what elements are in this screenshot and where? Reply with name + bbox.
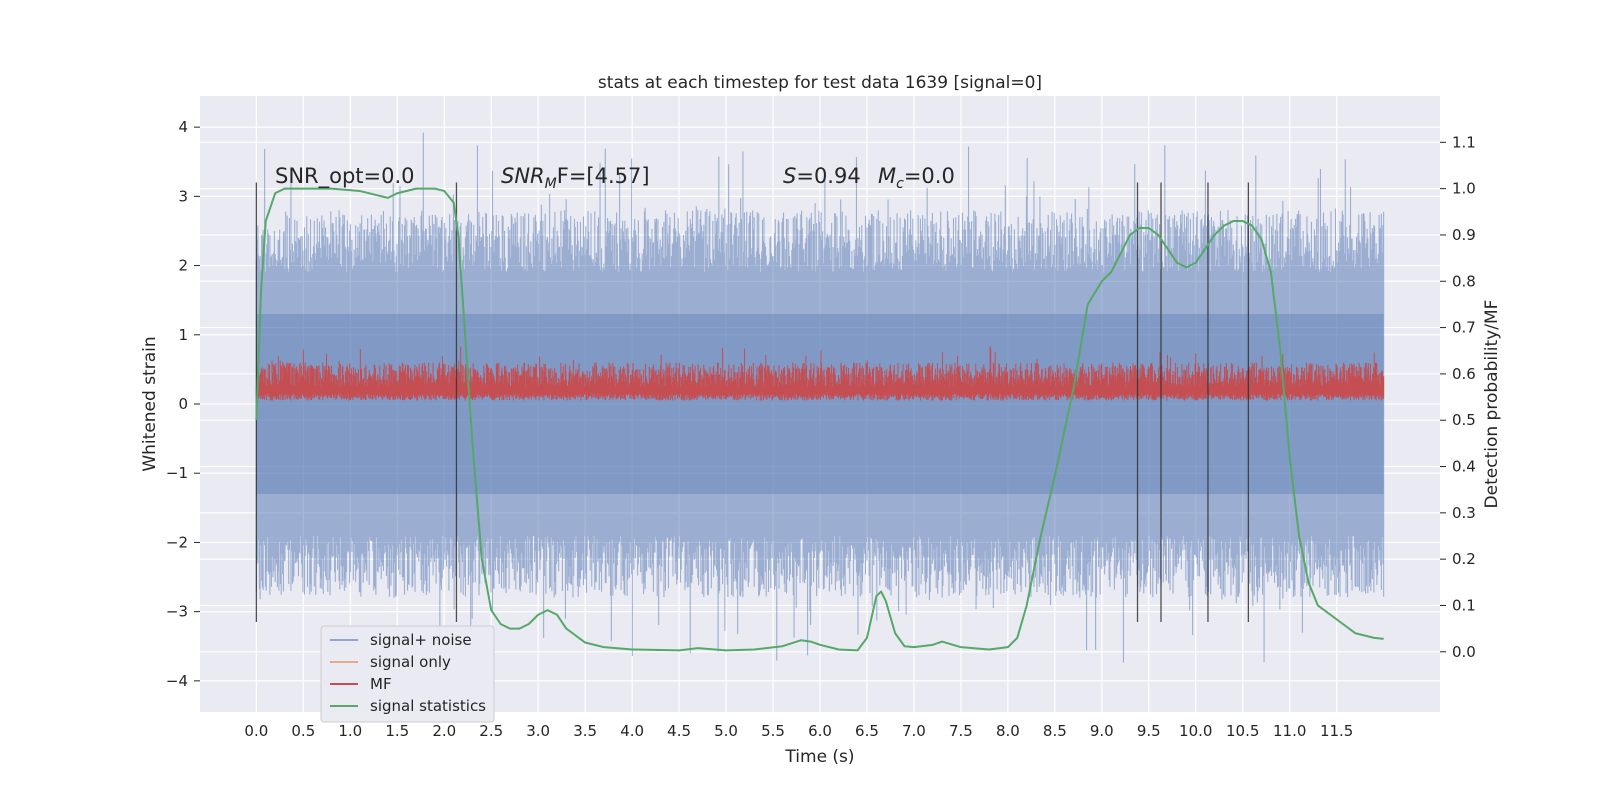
- y2-tick-label: 0.7: [1452, 319, 1476, 337]
- series-signal-statistics: [255, 187, 1384, 652]
- x-tick-label: 11.5: [1320, 722, 1353, 740]
- annotation-mc: Mc=0.0: [878, 164, 955, 192]
- annotation-snr-mf-rest: F=[4.57]: [557, 164, 650, 188]
- y2-tick-label: 0.9: [1452, 226, 1476, 244]
- y2-tick-label: 0.8: [1452, 272, 1476, 290]
- annotation-snr-opt: SNR_opt=0.0: [275, 164, 415, 189]
- y-tick-label: −4: [166, 672, 188, 690]
- y-tick-labels: −4 −3 −2 −1 0 1 2 3 4: [166, 118, 200, 690]
- signal-noise-core: [256, 314, 1384, 494]
- annotation-snr-mf: SNRMF=[4.57]: [501, 164, 650, 192]
- x-tick-labels: 0.0 0.5 1.0 1.5 2.0 2.5 3.0 3.5 4.0 4.5 5.0 5.5 6.0 6…: [244, 722, 1353, 740]
- y2-tick-label: 1.0: [1452, 180, 1476, 198]
- y2-tick-label: 0.4: [1452, 458, 1476, 476]
- x-tick-label: 4.0: [620, 722, 644, 740]
- y2-tick-label: 1.1: [1452, 133, 1476, 151]
- x-tick-label: 3.0: [526, 722, 550, 740]
- x-tick-label: 10.0: [1179, 722, 1212, 740]
- legend-label-signal-noise: signal+ noise: [370, 631, 472, 649]
- signal-statistics-line: [255, 187, 1384, 652]
- x-tick-label: 7.0: [902, 722, 926, 740]
- x-tick-label: 8.0: [996, 722, 1020, 740]
- x-tick-label: 9.5: [1137, 722, 1161, 740]
- y2-tick-label: 0.2: [1452, 550, 1476, 568]
- x-tick-label: 5.5: [761, 722, 785, 740]
- legend: signal+ noise signal only MF signal stat…: [320, 625, 495, 723]
- x-tick-label: 9.0: [1090, 722, 1114, 740]
- y2-tick-label: 0.6: [1452, 365, 1476, 383]
- x-tick-label: 2.0: [432, 722, 456, 740]
- series-signal-noise: [255, 132, 1385, 663]
- x-tick-label: 4.5: [667, 722, 691, 740]
- annotation-snr-mf-base: SNR: [501, 164, 545, 188]
- x-tick-label: 6.5: [855, 722, 879, 740]
- annotation-mc-sub: c: [896, 176, 904, 192]
- x-tick-label: 1.0: [338, 722, 362, 740]
- legend-label-mf: MF: [370, 675, 392, 693]
- legend-label-signal-only: signal only: [370, 653, 451, 671]
- chart-title: stats at each timestep for test data 163…: [598, 73, 1042, 93]
- x-tick-label: 0.5: [291, 722, 315, 740]
- x-tick-label: 5.0: [714, 722, 738, 740]
- y-tick-label: 2: [178, 257, 188, 275]
- x-tick-label: 6.0: [808, 722, 832, 740]
- annotation-snr-mf-sub: M: [545, 176, 557, 192]
- annotation-s: S=0.94: [783, 164, 861, 188]
- y-axis-label: Whitened strain: [140, 336, 160, 471]
- legend-box: [320, 625, 495, 723]
- annotation-s-rest: =0.94: [796, 164, 860, 188]
- y2-tick-label: 0.1: [1452, 596, 1476, 614]
- x-tick-label: 2.5: [479, 722, 503, 740]
- x-tick-label: 0.0: [244, 722, 268, 740]
- y2-tick-label: 0.3: [1452, 504, 1476, 522]
- y-tick-label: 1: [178, 326, 188, 344]
- annotation-mc-rest: =0.0: [904, 164, 955, 188]
- y-tick-label: 3: [178, 187, 188, 205]
- y-tick-label: −1: [166, 464, 188, 482]
- y2-tick-label: 0.5: [1452, 411, 1476, 429]
- x-axis-label: Time (s): [784, 747, 854, 767]
- x-tick-label: 3.5: [573, 722, 597, 740]
- y2-tick-labels: 0.0 0.1 0.2 0.3 0.4 0.5 0.6 0.7 0.8 0.9 1.0 1.1: [1440, 133, 1476, 661]
- x-tick-label: 1.5: [385, 722, 409, 740]
- y2-tick-label: 0.0: [1452, 643, 1476, 661]
- y2-axis-label: Detection probability/MF: [1482, 300, 1502, 509]
- y-tick-label: 4: [178, 118, 188, 136]
- y-tick-label: −3: [166, 603, 188, 621]
- x-tick-label: 7.5: [949, 722, 973, 740]
- annotation-mc-base: M: [878, 164, 896, 188]
- x-tick-label: 8.5: [1043, 722, 1067, 740]
- x-tick-label: 11.0: [1273, 722, 1306, 740]
- x-tick-label: 10.5: [1226, 722, 1259, 740]
- y-tick-label: 0: [178, 395, 188, 413]
- annotation-s-base: S: [783, 164, 796, 188]
- y-tick-label: −2: [166, 533, 188, 551]
- legend-label-signal-statistics: signal statistics: [370, 697, 486, 715]
